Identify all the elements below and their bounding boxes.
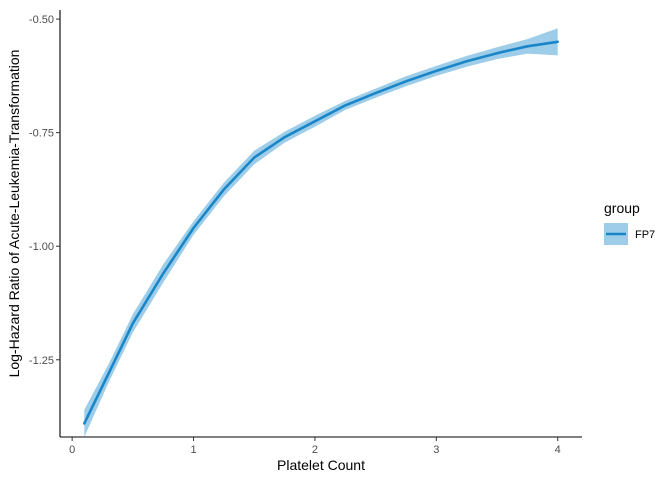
y-tick-label: -1.00 bbox=[29, 241, 54, 253]
series-line-fp7 bbox=[83, 40, 560, 425]
y-axis-title: Log-Hazard Ratio of Acute-Leukemia-Trans… bbox=[6, 50, 22, 378]
y-tick-label: -0.50 bbox=[29, 14, 54, 26]
y-tick-label: -0.75 bbox=[29, 128, 54, 140]
y-axis-ticks: -0.50 -0.75 -1.00 -1.25 bbox=[29, 14, 60, 367]
x-axis-title: Platelet Count bbox=[277, 457, 365, 473]
legend-label-fp7: FP7 bbox=[635, 229, 655, 241]
plot-area bbox=[83, 28, 560, 437]
x-tick-label: 1 bbox=[190, 444, 196, 456]
x-tick-label: 3 bbox=[433, 444, 439, 456]
confidence-ribbon-fp7 bbox=[84, 28, 558, 437]
y-tick-label: -1.25 bbox=[29, 355, 54, 367]
x-tick-label: 2 bbox=[312, 444, 318, 456]
x-tick-label: 0 bbox=[69, 444, 75, 456]
x-tick-label: 4 bbox=[555, 444, 561, 456]
x-axis-ticks: 0 1 2 3 4 bbox=[69, 437, 561, 456]
legend: group FP7 bbox=[604, 200, 655, 245]
legend-title: group bbox=[604, 200, 640, 216]
